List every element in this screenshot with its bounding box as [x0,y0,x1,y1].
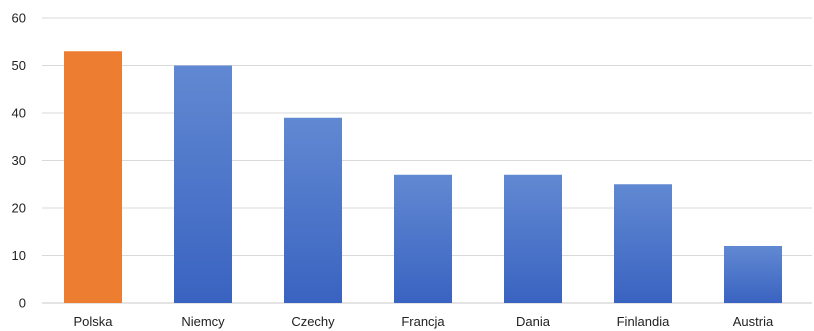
y-tick-label: 20 [12,201,26,216]
x-category-label: Finlandia [617,314,671,329]
x-category-label: Austria [733,314,774,329]
y-tick-label: 10 [12,248,26,263]
y-tick-label: 60 [12,11,26,26]
x-category-label: Niemcy [181,314,225,329]
x-category-label: Dania [516,314,551,329]
bar-finlandia [614,184,672,303]
x-category-label: Polska [73,314,113,329]
bars [64,51,782,303]
y-tick-label: 50 [12,58,26,73]
bar-dania [504,174,562,303]
x-axis-category-labels: Polska Niemcy Czechy Francja Dania Finlandia A… [73,314,774,329]
y-tick-label: 0 [19,296,26,311]
bar-austria [724,246,782,303]
x-category-label: Czechy [291,314,335,329]
bar-niemcy [174,65,232,303]
y-axis-tick-labels: 0 10 20 30 40 50 60 [12,11,26,311]
bar-polska [64,51,122,303]
bar-francja [394,174,452,303]
y-tick-label: 40 [12,106,26,121]
y-tick-label: 30 [12,153,26,168]
x-category-label: Francja [401,314,445,329]
bar-czechy [284,117,342,303]
